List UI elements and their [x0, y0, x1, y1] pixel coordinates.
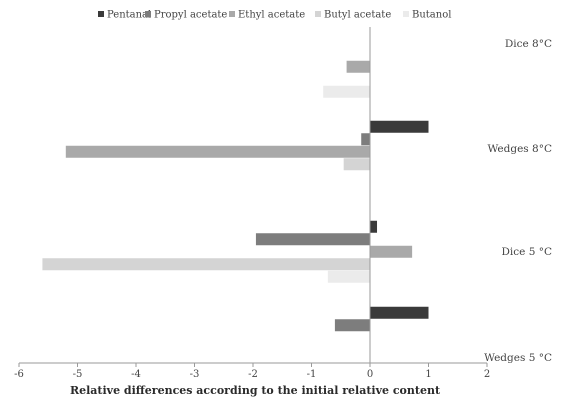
bar-pentanal-2 [370, 220, 378, 233]
x-tick-label: 2 [484, 369, 490, 380]
x-tick-label: 1 [425, 369, 431, 380]
x-tick-label: -6 [14, 369, 24, 380]
bars [42, 60, 429, 332]
legend-swatch [403, 11, 409, 17]
bar-propyl-acetate-2 [255, 233, 370, 246]
axes: -6 -5 -4 -3 -2 -1 0 1 2 [14, 27, 490, 380]
bar-butanol-2 [327, 270, 370, 283]
bar-pentanal-1 [370, 120, 429, 133]
x-tick-label: -2 [248, 369, 258, 380]
x-tick-label: -3 [190, 369, 200, 380]
category-label: Dice 5 °C [501, 246, 552, 258]
legend-label: Butanol [412, 10, 451, 21]
bar-pentanal-3 [370, 306, 429, 319]
x-axis-title: Relative differences according to the in… [70, 384, 441, 397]
bar-butanol-0 [323, 85, 370, 98]
legend-swatch [315, 11, 321, 17]
bar-butyl-acetate-2 [42, 258, 371, 271]
legend: Pentanal Propyl acetate Ethyl acetate Butyl… [98, 10, 451, 21]
category-labels: Dice 8°C Wedges 8°C Dice 5 °C Wedges 5 °C [484, 38, 552, 364]
bar-propyl-acetate-3 [334, 319, 370, 332]
legend-swatch [98, 11, 104, 17]
bar-ethyl-acetate-2 [370, 245, 413, 258]
x-tick-label: -4 [131, 369, 141, 380]
x-tick-label: -5 [73, 369, 83, 380]
bar-ethyl-acetate-1 [65, 145, 371, 158]
category-label: Dice 8°C [505, 38, 552, 50]
bar-butyl-acetate-1 [343, 158, 370, 171]
category-label: Wedges 5 °C [484, 352, 552, 364]
category-label: Wedges 8°C [488, 143, 553, 155]
legend-label: Butyl acetate [324, 10, 391, 21]
legend-label: Pentanal [107, 10, 151, 21]
legend-swatch [229, 11, 235, 17]
x-tick-label: -1 [307, 369, 317, 380]
bar-ethyl-acetate-0 [346, 60, 370, 73]
legend-label: Propyl acetate [154, 10, 227, 21]
legend-label: Ethyl acetate [238, 10, 305, 21]
bar-propyl-acetate-1 [361, 133, 370, 146]
legend-swatch [145, 11, 151, 17]
x-tick-label: 0 [367, 369, 373, 380]
